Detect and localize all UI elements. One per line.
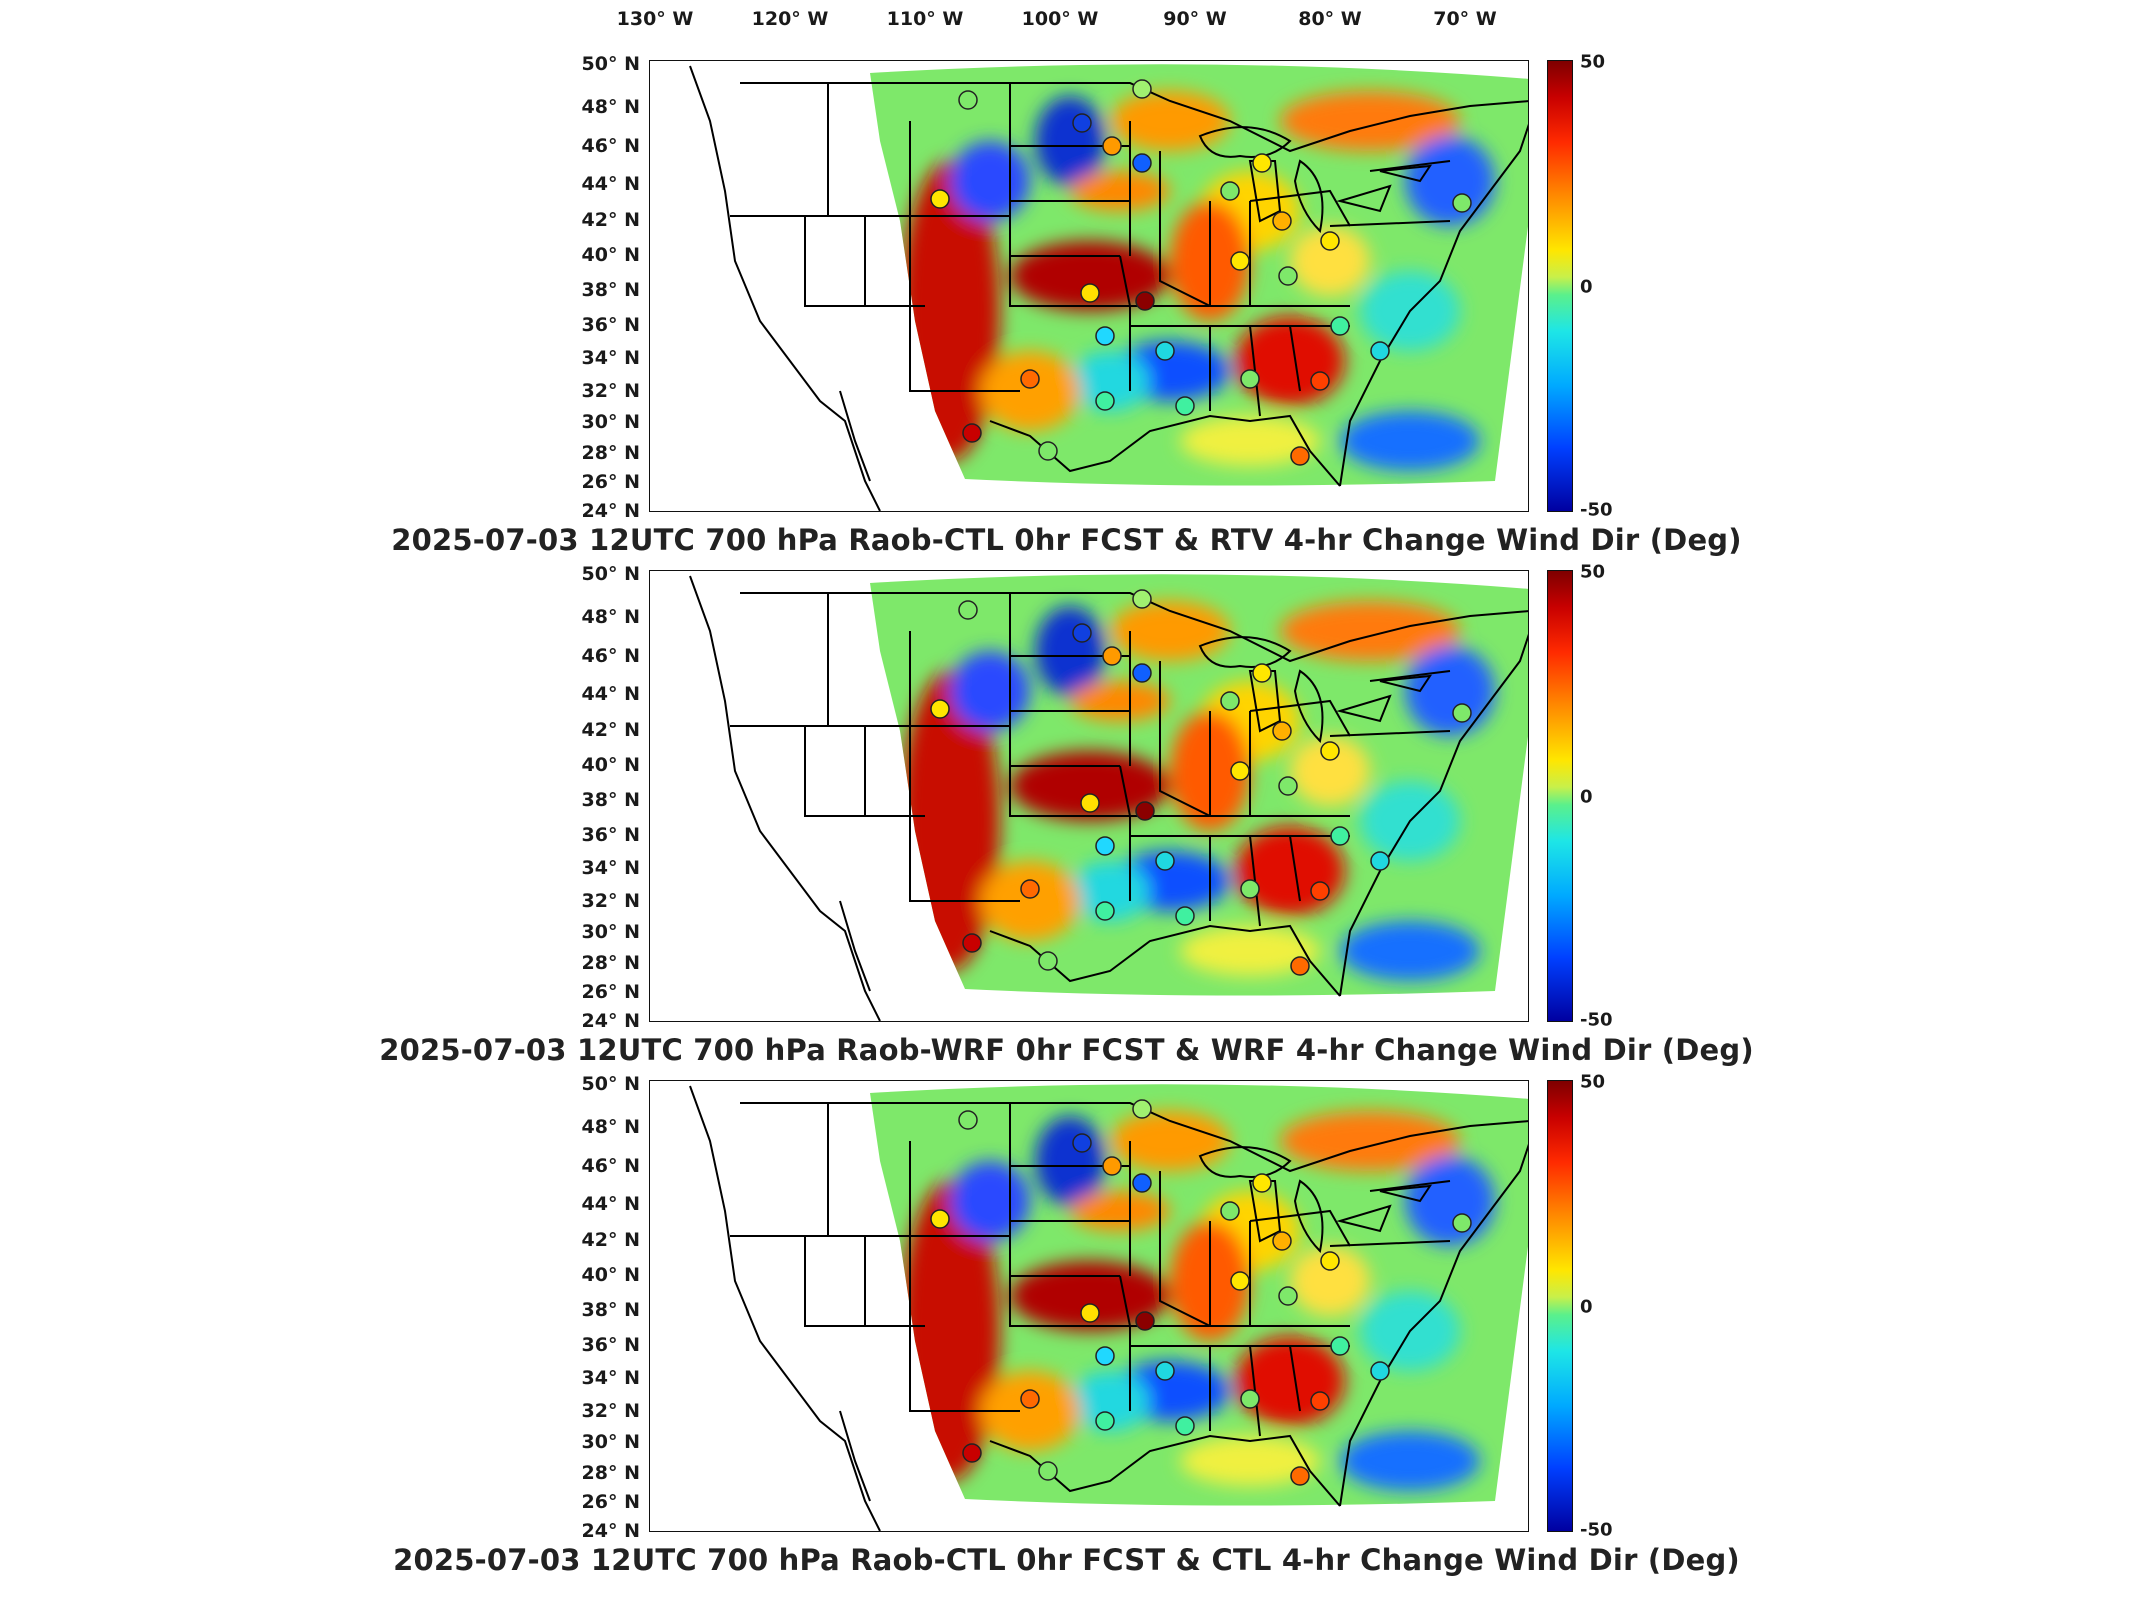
colorbar-min-label: -50 <box>1580 1009 1613 1031</box>
lat-label: 34° N <box>581 347 640 369</box>
lat-label: 40° N <box>581 754 640 776</box>
colorbar-mid-label: 0 <box>1580 786 1593 808</box>
lat-label: 28° N <box>581 952 640 974</box>
wind-direction-field-map <box>689 61 1528 511</box>
colorbar <box>1547 1080 1573 1532</box>
lat-label: 44° N <box>581 683 640 705</box>
map-plot <box>649 1080 1529 1532</box>
wind-direction-field-map <box>689 571 1528 1021</box>
colorbar-min-label: -50 <box>1580 1519 1613 1541</box>
lat-label: 26° N <box>581 1491 640 1513</box>
lat-label: 30° N <box>581 921 640 943</box>
lat-label: 44° N <box>581 173 640 195</box>
lat-label: 42° N <box>581 1229 640 1251</box>
lat-label: 32° N <box>581 1400 640 1422</box>
colorbar-mid-label: 0 <box>1580 276 1593 298</box>
lat-label: 38° N <box>581 279 640 301</box>
lat-label: 50° N <box>581 53 640 75</box>
lat-label: 50° N <box>581 563 640 585</box>
lat-label: 42° N <box>581 209 640 231</box>
lat-label: 44° N <box>581 1193 640 1215</box>
map-plot <box>649 60 1529 512</box>
lat-label: 28° N <box>581 442 640 464</box>
lat-label: 24° N <box>581 500 640 522</box>
lat-label: 30° N <box>581 411 640 433</box>
lon-label: 80° W <box>1298 8 1362 30</box>
colorbar <box>1547 60 1573 512</box>
lon-label: 130° W <box>616 8 694 30</box>
lat-label: 26° N <box>581 981 640 1003</box>
lon-label: 100° W <box>1021 8 1099 30</box>
lat-label: 36° N <box>581 824 640 846</box>
lat-label: 30° N <box>581 1431 640 1453</box>
panel-title: 2025-07-03 12UTC 700 hPa Raob-CTL 0hr FC… <box>393 1543 1740 1577</box>
colorbar-mid-label: 0 <box>1580 1296 1593 1318</box>
lat-label: 28° N <box>581 1462 640 1484</box>
panel-title: 2025-07-03 12UTC 700 hPa Raob-WRF 0hr FC… <box>379 1033 1754 1067</box>
lat-label: 32° N <box>581 380 640 402</box>
lat-label: 40° N <box>581 244 640 266</box>
lat-label: 36° N <box>581 1334 640 1356</box>
lat-label: 40° N <box>581 1264 640 1286</box>
lat-label: 24° N <box>581 1010 640 1032</box>
lat-label: 24° N <box>581 1520 640 1542</box>
lon-label: 110° W <box>886 8 964 30</box>
lat-label: 34° N <box>581 1367 640 1389</box>
lat-label: 46° N <box>581 1155 640 1177</box>
lon-label: 90° W <box>1163 8 1227 30</box>
lat-label: 46° N <box>581 645 640 667</box>
lat-label: 48° N <box>581 1116 640 1138</box>
lat-label: 50° N <box>581 1073 640 1095</box>
colorbar-max-label: 50 <box>1580 51 1606 73</box>
lat-label: 36° N <box>581 314 640 336</box>
lat-label: 34° N <box>581 857 640 879</box>
lat-label: 48° N <box>581 606 640 628</box>
lat-label: 38° N <box>581 1299 640 1321</box>
colorbar-max-label: 50 <box>1580 1071 1606 1093</box>
longitude-axis: 130° W 120° W 110° W 100° W 90° W 80° W … <box>0 0 2133 40</box>
colorbar <box>1547 570 1573 1022</box>
lon-label: 70° W <box>1433 8 1497 30</box>
lat-label: 46° N <box>581 135 640 157</box>
lat-label: 42° N <box>581 719 640 741</box>
lat-label: 26° N <box>581 471 640 493</box>
colorbar-min-label: -50 <box>1580 499 1613 521</box>
panel-title: 2025-07-03 12UTC 700 hPa Raob-CTL 0hr FC… <box>391 523 1742 557</box>
wind-direction-field-map <box>689 1081 1528 1531</box>
colorbar-max-label: 50 <box>1580 561 1606 583</box>
lat-label: 48° N <box>581 96 640 118</box>
lon-label: 120° W <box>751 8 829 30</box>
map-plot <box>649 570 1529 1022</box>
lat-label: 32° N <box>581 890 640 912</box>
lat-label: 38° N <box>581 789 640 811</box>
